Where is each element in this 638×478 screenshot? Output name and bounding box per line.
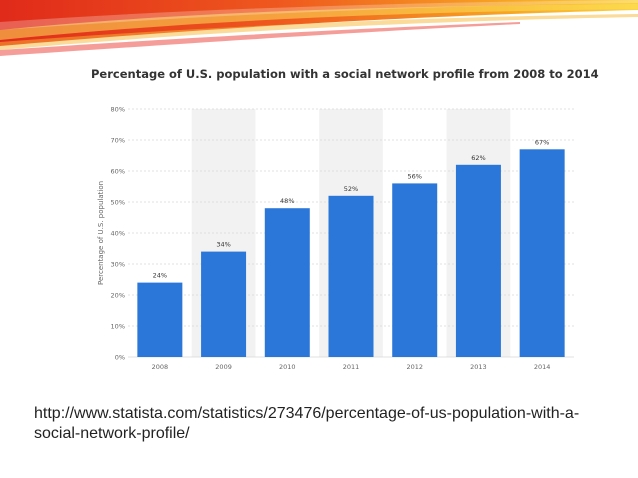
- bars: [137, 149, 565, 357]
- bar-2009: [201, 251, 247, 357]
- x-tick-label-2009: 2009: [215, 363, 232, 371]
- y-tick-label: 60%: [111, 168, 125, 176]
- bar-2012: [392, 183, 438, 357]
- bar-2011: [328, 195, 374, 357]
- y-tick-label: 0%: [115, 354, 125, 362]
- data-label-2008: 24%: [153, 272, 167, 280]
- bar-2010: [264, 208, 310, 357]
- chart-title: Percentage of U.S. population with a soc…: [91, 67, 599, 81]
- y-tick-label: 30%: [111, 261, 125, 269]
- data-label-2012: 56%: [407, 172, 421, 180]
- data-label-2011: 52%: [344, 185, 358, 193]
- data-labels: 24% 34% 48% 52% 56% 62% 67%: [153, 138, 550, 279]
- x-tick-label-2013: 2013: [470, 363, 487, 371]
- bar-2014: [519, 149, 565, 357]
- bar-2013: [455, 164, 501, 357]
- data-label-2013: 62%: [471, 154, 485, 162]
- y-tick-label: 10%: [111, 323, 125, 331]
- bar-2008: [137, 282, 183, 357]
- y-tick-label: 20%: [111, 292, 125, 300]
- data-label-2014: 67%: [535, 138, 549, 146]
- decorative-banner: [0, 0, 638, 56]
- x-axis-ticks: 2008 2009 2010 2011 2012 2013 2014: [152, 363, 551, 371]
- x-tick-label-2011: 2011: [343, 363, 360, 371]
- x-tick-label-2010: 2010: [279, 363, 296, 371]
- y-tick-label: 70%: [111, 137, 125, 145]
- x-tick-label-2008: 2008: [152, 363, 169, 371]
- bar-chart: 0% 10% 20% 30% 40% 50% 60% 70% 80% 24% 34% 48% 52% 5…: [97, 106, 574, 371]
- y-axis-ticks: 0% 10% 20% 30% 40% 50% 60% 70% 80%: [111, 106, 125, 362]
- data-label-2009: 34%: [216, 241, 230, 249]
- y-axis-label: Percentage of U.S. population: [97, 181, 105, 285]
- y-tick-label: 50%: [111, 199, 125, 207]
- y-tick-label: 40%: [111, 230, 125, 238]
- y-tick-label: 80%: [111, 106, 125, 114]
- x-tick-label-2012: 2012: [406, 363, 423, 371]
- x-tick-label-2014: 2014: [534, 363, 551, 371]
- source-url-link[interactable]: http://www.statista.com/statistics/27347…: [34, 405, 580, 442]
- data-label-2010: 48%: [280, 197, 294, 205]
